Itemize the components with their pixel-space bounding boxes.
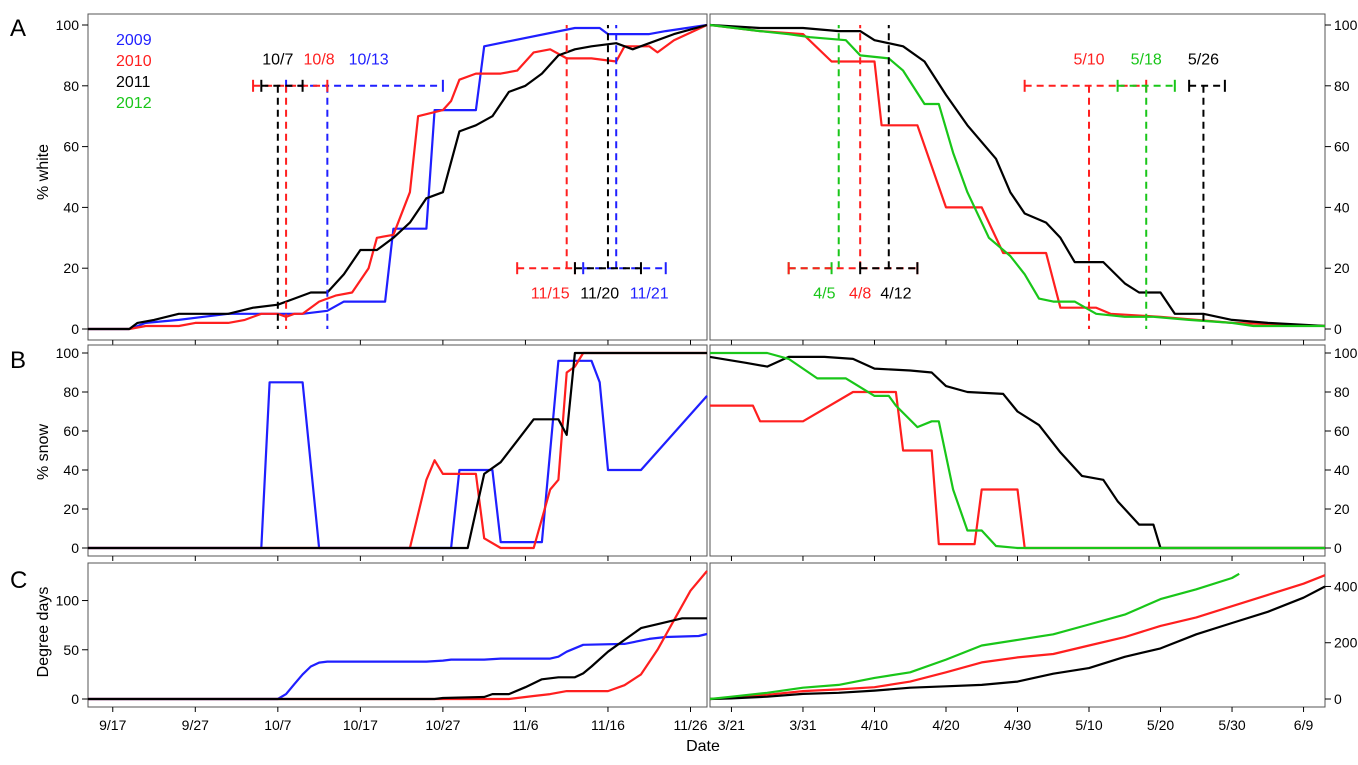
x-tick-label-fall: 10/17: [343, 717, 378, 733]
series-line-b-spring-2011: [709, 355, 1325, 550]
series-line-a-spring-2011: [709, 23, 1326, 328]
x-tick-label-spring: 5/10: [1075, 717, 1102, 733]
y-tick-label-b-left: 80: [63, 384, 79, 400]
y-tick-label-a-left: 40: [63, 199, 79, 215]
transition-date-label: 4/8: [849, 286, 871, 303]
panel-frame-c-spring: [709, 562, 1326, 708]
x-tick-label-fall: 9/17: [99, 717, 126, 733]
y-tick-label-a-left: 20: [63, 260, 79, 276]
transition-date-label: 11/20: [580, 286, 619, 303]
y-tick-label-a-right: 100: [1334, 17, 1358, 33]
y-tick-label-a-left: 100: [56, 17, 80, 33]
y-tick-label-b-right: 100: [1334, 345, 1358, 361]
panel-letter-b: B: [10, 347, 26, 374]
y-tick-label-a-left: 0: [71, 321, 79, 337]
series-line-a-fall-2009: [88, 23, 708, 331]
y-tick-label-b-left: 0: [71, 540, 79, 556]
legend-entry-2012: 2012: [116, 95, 152, 112]
y-tick-label-c-right: 400: [1334, 578, 1358, 594]
series-line-b-fall-2010: [88, 351, 707, 550]
transition-date-label: 10/8: [304, 52, 335, 69]
y-tick-label-a-right: 20: [1334, 260, 1350, 276]
series-line-b-spring-2010: [710, 390, 1325, 550]
series-line-a-fall-2011: [88, 23, 708, 331]
y-tick-label-a-right: 80: [1334, 78, 1350, 94]
series-line-a-spring-2010: [709, 23, 1326, 328]
transition-date-label: 11/15: [531, 286, 570, 303]
x-tick-label-spring: 4/30: [1004, 717, 1031, 733]
y-label-b: % snow: [35, 424, 52, 480]
y-tick-label-b-right: 80: [1334, 384, 1350, 400]
series-line-b-fall-2011: [88, 351, 707, 550]
x-tick-label-spring: 4/20: [932, 717, 959, 733]
y-tick-label-b-right: 60: [1334, 423, 1350, 439]
x-axis-label: Date: [686, 738, 720, 755]
x-tick-label-fall: 10/27: [425, 717, 460, 733]
transition-date-label: 10/7: [262, 52, 293, 69]
x-tick-label-spring: 3/21: [718, 717, 745, 733]
transition-date-label: 10/13: [349, 52, 389, 69]
x-tick-label-spring: 5/20: [1147, 717, 1174, 733]
y-tick-label-a-right: 0: [1334, 321, 1342, 337]
x-tick-label-fall: 11/6: [512, 717, 538, 733]
transition-date-label: 5/26: [1188, 52, 1219, 69]
series-line-b-fall-2009: [88, 359, 708, 550]
panel-frame-a-spring: [709, 13, 1326, 341]
legend-entry-2009: 2009: [116, 32, 152, 49]
panel-letter-a: A: [10, 15, 26, 42]
series-line-c-spring-2010: [709, 574, 1326, 701]
y-tick-label-a-left: 80: [63, 78, 79, 94]
panel-frame-a-fall: [87, 13, 708, 341]
transition-date-label: 4/5: [813, 286, 835, 303]
y-tick-label-b-left: 60: [63, 423, 79, 439]
x-tick-label-fall: 11/16: [591, 717, 625, 733]
panel-letter-c: C: [10, 567, 27, 594]
series-line-a-fall-2010: [88, 24, 708, 331]
series-line-a-spring-2012: [709, 23, 1325, 328]
y-tick-label-c-left: 50: [63, 642, 79, 658]
panel-frame-c-fall: [87, 562, 708, 708]
legend-entry-2010: 2010: [116, 53, 152, 70]
x-tick-label-spring: 4/10: [861, 717, 888, 733]
y-tick-label-c-right: 200: [1334, 635, 1358, 651]
transition-date-label: 5/10: [1073, 52, 1104, 69]
y-tick-label-a-right: 60: [1334, 139, 1350, 155]
y-tick-label-a-left: 60: [63, 139, 79, 155]
y-tick-label-c-left: 100: [56, 593, 80, 609]
y-label-c: Degree days: [35, 587, 52, 678]
y-tick-label-b-right: 20: [1334, 501, 1350, 517]
y-tick-label-b-left: 100: [56, 345, 80, 361]
y-tick-label-c-left: 0: [71, 691, 79, 707]
series-line-c-spring-2011: [709, 585, 1326, 701]
series-line-c-spring-2012: [709, 572, 1240, 701]
series-line-c-fall-2011: [88, 617, 707, 701]
transition-date-label: 4/12: [880, 286, 911, 303]
series-line-c-fall-2009: [88, 632, 708, 701]
y-tick-label-b-right: 40: [1334, 462, 1350, 478]
x-tick-label-fall: 9/27: [182, 717, 209, 733]
y-tick-label-c-right: 0: [1334, 691, 1342, 707]
x-tick-label-spring: 3/31: [789, 717, 816, 733]
transition-date-label: 5/18: [1131, 52, 1162, 69]
transition-date-label: 11/21: [630, 286, 669, 303]
x-tick-label-fall: 10/7: [264, 717, 291, 733]
series-line-b-spring-2012: [710, 351, 1325, 550]
x-tick-label-spring: 6/9: [1294, 717, 1314, 733]
series-line-c-fall-2010: [88, 570, 708, 701]
legend-entry-2011: 2011: [116, 74, 151, 91]
y-label-a: % white: [35, 144, 52, 200]
y-tick-label-a-right: 40: [1334, 199, 1350, 215]
y-tick-label-b-left: 40: [63, 462, 79, 478]
x-tick-label-fall: 11/26: [673, 717, 707, 733]
x-tick-label-spring: 5/30: [1218, 717, 1245, 733]
y-tick-label-b-left: 20: [63, 501, 79, 517]
y-tick-label-b-right: 0: [1334, 540, 1342, 556]
panel-frame-b-spring: [709, 344, 1326, 557]
panel-frame-b-fall: [87, 344, 708, 557]
